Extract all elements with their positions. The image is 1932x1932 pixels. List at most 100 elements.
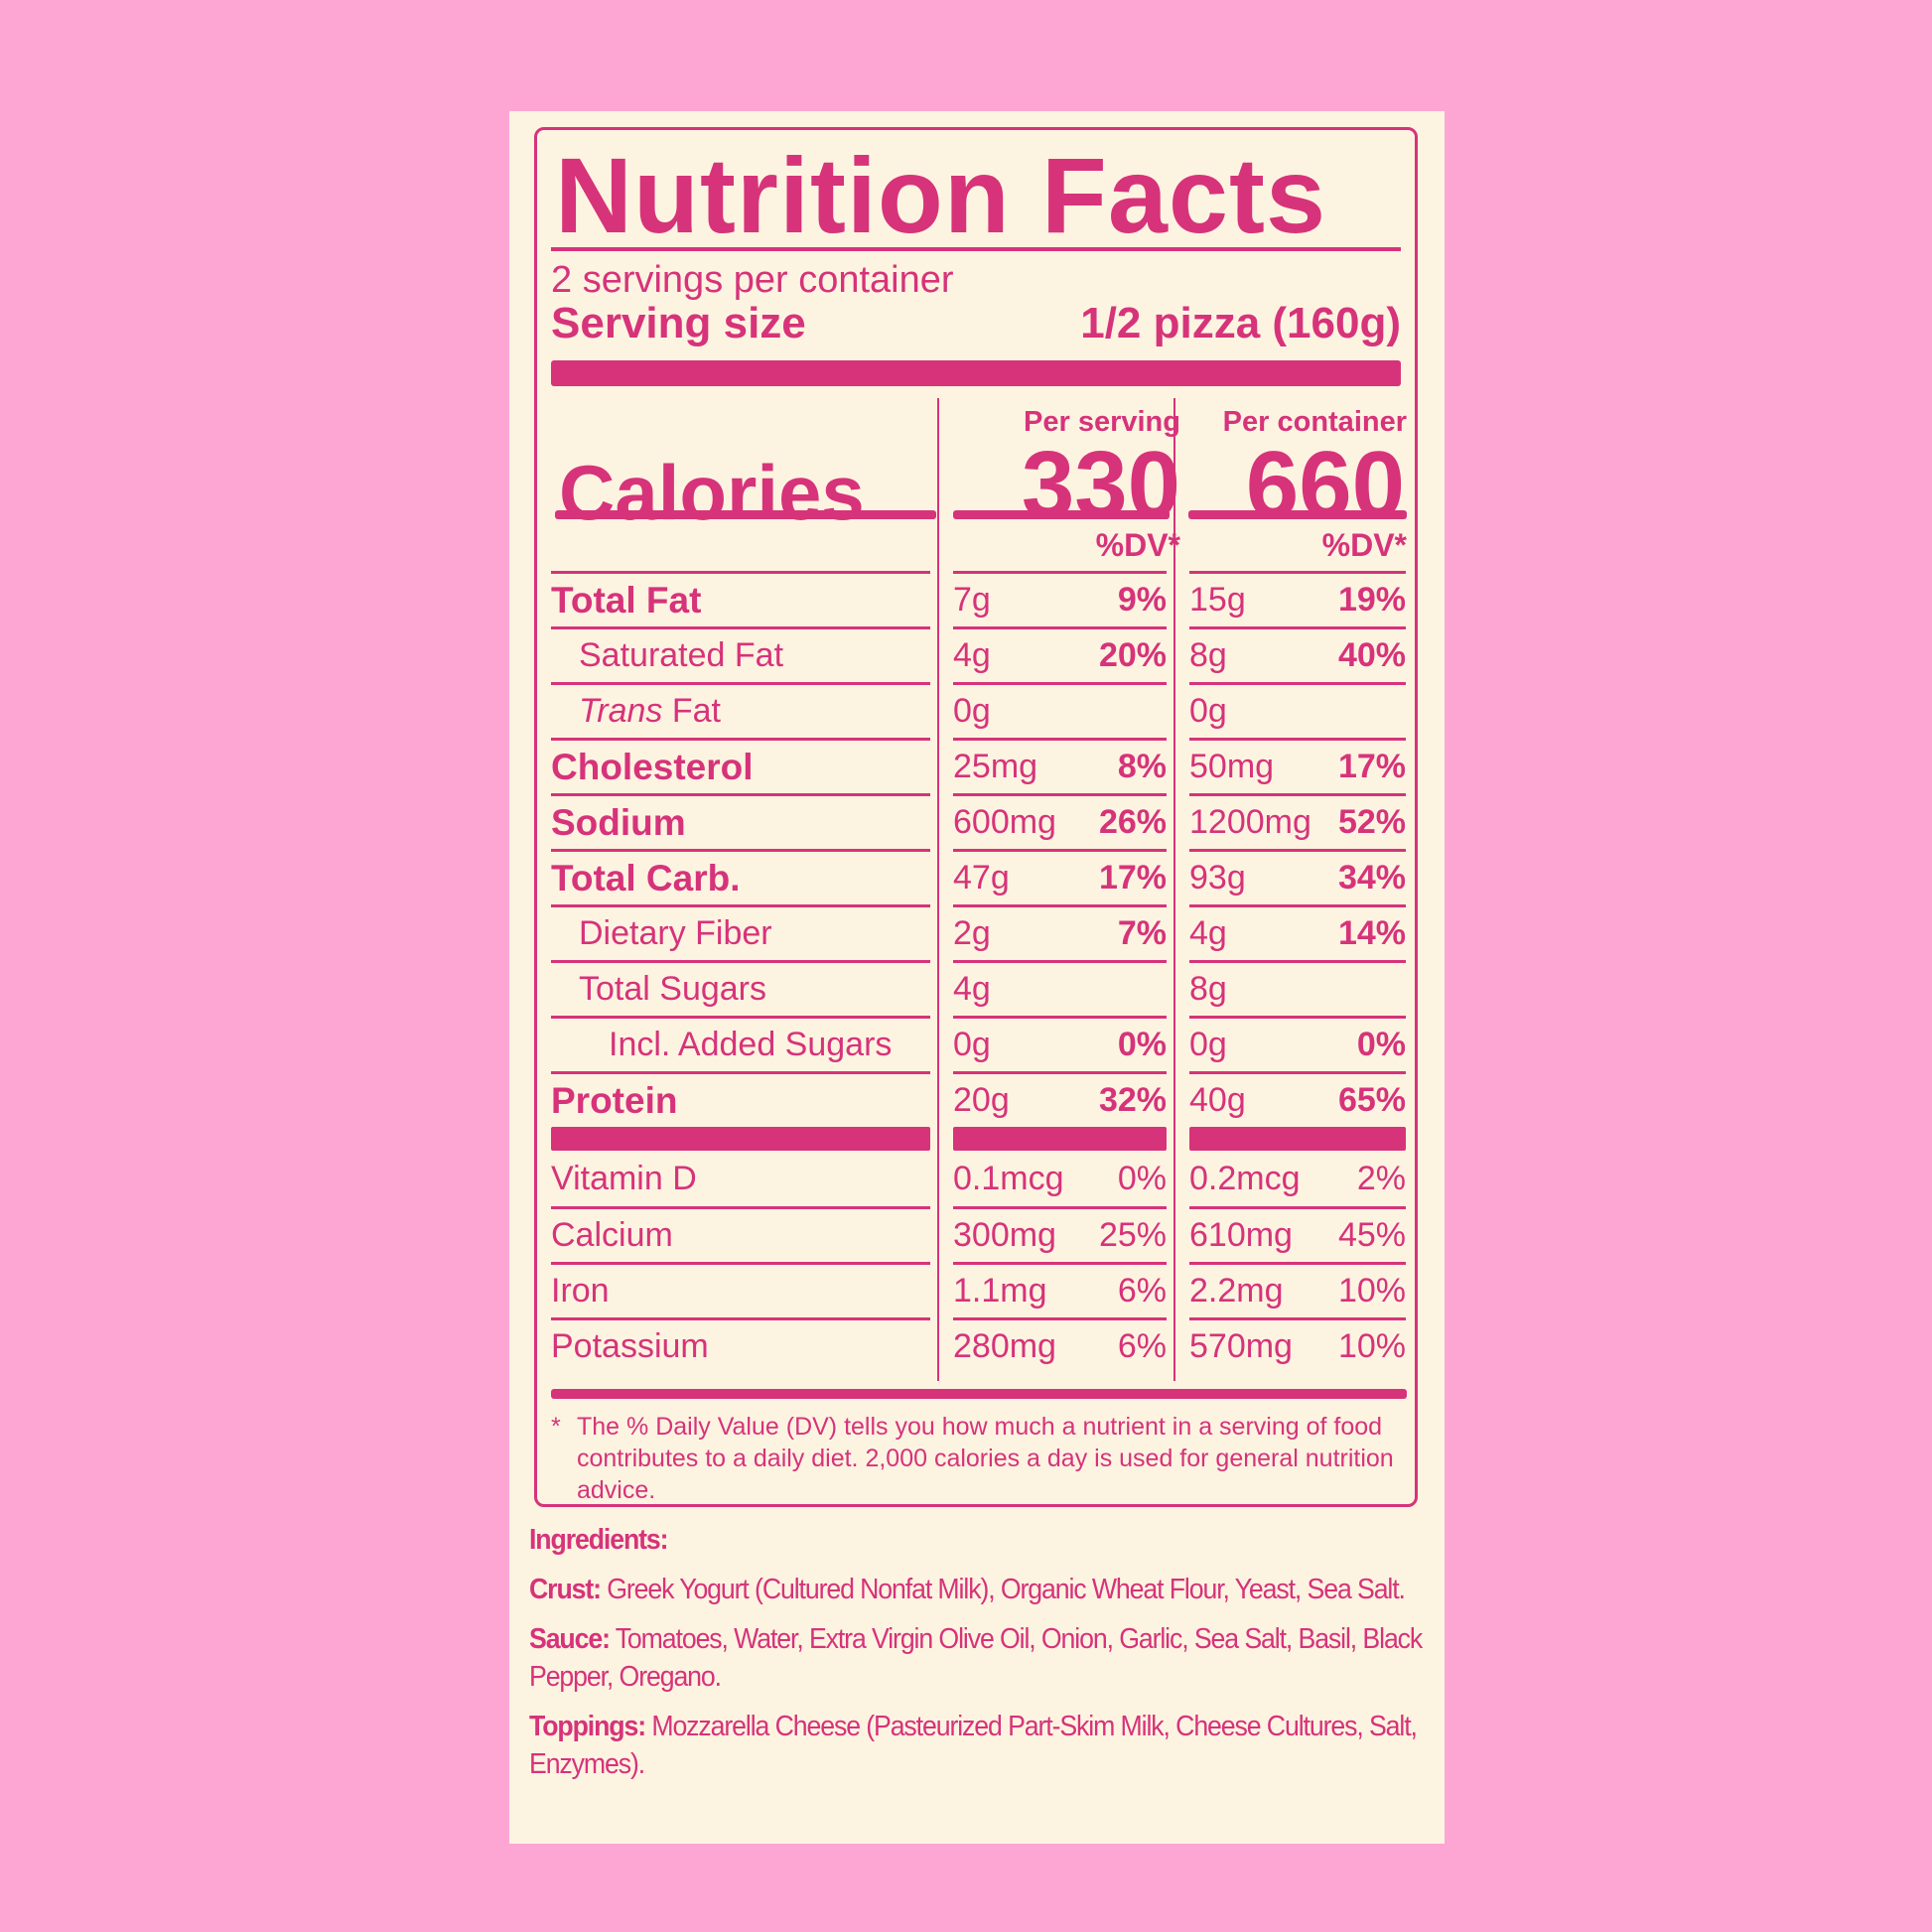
bottom-bar (551, 1389, 1407, 1399)
ingredients-toppings: Toppings: Mozzarella Cheese (Pasteurized… (529, 1708, 1429, 1783)
section-label: Toppings: (529, 1711, 646, 1742)
dv-container: 19% (1337, 581, 1406, 619)
nutrient-name: Total Fat (551, 579, 702, 621)
amount-container: 610mg (1189, 1216, 1293, 1254)
serving-size-value: 1/2 pizza (160g) (1080, 299, 1401, 347)
amount-container: 0g (1189, 1026, 1227, 1063)
nutrient-name: Potassium (551, 1327, 709, 1365)
dv-serving: 8% (1117, 748, 1167, 785)
ingredients-crust: Crust: Greek Yogurt (Cultured Nonfat Mil… (529, 1571, 1429, 1608)
per-container-cell: 8g 40% (1189, 626, 1406, 682)
amount-serving: 4g (953, 970, 991, 1008)
column-divider (1173, 398, 1175, 1381)
amount-container: 8g (1189, 636, 1227, 674)
dv-container: 17% (1337, 748, 1406, 785)
per-serving-cell: 7g 9% (953, 571, 1167, 626)
nutrient-name-cell: Incl. Added Sugars (551, 1016, 930, 1071)
per-container-cell: 0.2mcg 2% (1189, 1151, 1406, 1206)
footnote: * The % Daily Value (DV) tells you how m… (551, 1411, 1395, 1506)
per-serving-cell: 25mg 8% (953, 738, 1167, 793)
per-serving-cell: 2g 7% (953, 904, 1167, 960)
dv-serving: 26% (1098, 803, 1167, 841)
amount-serving: 7g (953, 581, 991, 619)
dv-header-container: %DV* (1321, 527, 1407, 563)
dv-serving: 32% (1098, 1081, 1167, 1119)
per-serving-cell: 280mg 6% (953, 1317, 1167, 1373)
amount-serving: 0g (953, 692, 991, 730)
nutrient-row: Protein 20g 32% 40g 65% (551, 1071, 1407, 1127)
amount-serving: 600mg (953, 803, 1056, 841)
nutrient-row: Trans Fat 0g 0g (551, 682, 1407, 738)
calories-per-container: 660 (1245, 432, 1405, 538)
nutrient-name-cell: Total Sugars (551, 960, 930, 1016)
nutrient-name-cell: Total Fat (551, 571, 930, 626)
nutrient-name-cell: Dietary Fiber (551, 904, 930, 960)
section-label: Sauce: (529, 1623, 611, 1655)
nutrient-name-cell: Total Carb. (551, 849, 930, 904)
per-serving-cell: 0g 0% (953, 1016, 1167, 1071)
amount-container: 4g (1189, 914, 1227, 952)
dv-container: 10% (1337, 1272, 1406, 1310)
dv-serving: 7% (1117, 914, 1167, 952)
dv-serving: 0% (1117, 1159, 1167, 1197)
per-container-cell: 4g 14% (1189, 904, 1406, 960)
amount-container: 8g (1189, 970, 1227, 1008)
nutrient-name-cell: Trans Fat (551, 682, 930, 738)
footnote-star: * (551, 1413, 561, 1441)
dv-container: 34% (1337, 859, 1406, 897)
dv-serving: 6% (1117, 1327, 1167, 1365)
dv-container: 10% (1337, 1327, 1406, 1365)
per-container-cell: 40g 65% (1189, 1071, 1406, 1127)
dv-container: 52% (1337, 803, 1406, 841)
per-serving-cell: 4g (953, 960, 1167, 1016)
per-container-cell: 1200mg 52% (1189, 793, 1406, 849)
nutrient-name: Saturated Fat (579, 636, 784, 674)
nutrient-name-cell: Calcium (551, 1206, 930, 1262)
nutrient-name-italic: Trans (579, 692, 663, 730)
per-container-cell: 0g 0% (1189, 1016, 1406, 1071)
per-container-header: Per container (1222, 406, 1407, 438)
per-serving-cell: 0g (953, 682, 1167, 738)
per-container-cell: 570mg 10% (1189, 1317, 1406, 1373)
ingredients-heading: Ingredients: (529, 1524, 669, 1556)
vitamin-row: Calcium 300mg 25% 610mg 45% (551, 1206, 1407, 1262)
dv-serving: 20% (1098, 636, 1167, 674)
per-serving-cell: 0.1mcg 0% (953, 1151, 1167, 1206)
nutrient-name: Iron (551, 1272, 610, 1310)
amount-serving: 280mg (953, 1327, 1056, 1365)
ingredients-sauce: Sauce: Tomatoes, Water, Extra Virgin Oli… (529, 1620, 1429, 1696)
nutrient-name: Protein (551, 1079, 678, 1121)
serving-size: Serving size 1/2 pizza (160g) (551, 299, 1401, 348)
per-serving-cell: 300mg 25% (953, 1206, 1167, 1262)
dv-container: 40% (1337, 636, 1406, 674)
section-text: Tomatoes, Water, Extra Virgin Olive Oil,… (529, 1623, 1423, 1693)
vitamin-row: Iron 1.1mg 6% 2.2mg 10% (551, 1262, 1407, 1317)
per-serving-cell: 1.1mg 6% (953, 1262, 1167, 1317)
dv-serving: 17% (1098, 859, 1167, 897)
nutrient-name: Total Carb. (551, 857, 741, 898)
per-container-cell: 0g (1189, 682, 1406, 738)
per-container-cell: 610mg 45% (1189, 1206, 1406, 1262)
dv-serving: 0% (1117, 1026, 1167, 1063)
amount-serving: 0g (953, 1026, 991, 1063)
dv-container: 14% (1337, 914, 1406, 952)
per-serving-header: Per serving (1024, 406, 1180, 438)
label-title: Nutrition Facts (555, 135, 1327, 255)
amount-serving: 300mg (953, 1216, 1056, 1254)
amount-serving: 4g (953, 636, 991, 674)
nutrient-table: Total Fat 7g 9% 15g 19% Saturated Fat 4g 20… (551, 571, 1407, 1373)
amount-container: 1200mg (1189, 803, 1311, 841)
amount-serving: 47g (953, 859, 1010, 897)
column-divider (937, 398, 939, 1381)
nutrient-row: Incl. Added Sugars 0g 0% 0g 0% (551, 1016, 1407, 1071)
per-container-cell: 50mg 17% (1189, 738, 1406, 793)
servings-per-container: 2 servings per container (551, 259, 954, 301)
per-serving-cell: 47g 17% (953, 849, 1167, 904)
amount-container: 0.2mcg (1189, 1159, 1301, 1197)
nutrient-name: Incl. Added Sugars (609, 1026, 893, 1063)
nutrient-name: Sodium (551, 801, 686, 843)
nutrient-name: Dietary Fiber (579, 914, 772, 952)
per-container-cell: 15g 19% (1189, 571, 1406, 626)
amount-container: 40g (1189, 1081, 1246, 1119)
nutrient-row: Total Fat 7g 9% 15g 19% (551, 571, 1407, 626)
